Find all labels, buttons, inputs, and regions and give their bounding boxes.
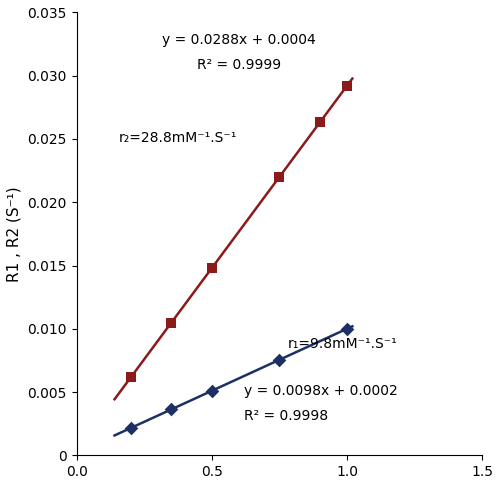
Point: [343, 325, 351, 333]
Point: [343, 82, 351, 90]
Y-axis label: R1 , R2 (S⁻¹): R1 , R2 (S⁻¹): [7, 186, 22, 282]
Text: r₁=9.8mM⁻¹.S⁻¹: r₁=9.8mM⁻¹.S⁻¹: [288, 337, 397, 351]
Point: [127, 424, 135, 432]
Point: [127, 374, 135, 382]
Point: [316, 119, 324, 126]
Text: y = 0.0098x + 0.0002: y = 0.0098x + 0.0002: [244, 383, 398, 398]
Text: r₂=28.8mM⁻¹.S⁻¹: r₂=28.8mM⁻¹.S⁻¹: [118, 131, 237, 144]
Text: y = 0.0288x + 0.0004: y = 0.0288x + 0.0004: [162, 33, 316, 47]
Text: R² = 0.9999: R² = 0.9999: [197, 58, 281, 72]
Point: [168, 319, 175, 327]
Point: [276, 356, 283, 364]
Point: [208, 387, 216, 395]
Text: R² = 0.9998: R² = 0.9998: [244, 409, 328, 423]
Point: [276, 173, 283, 181]
Point: [168, 405, 175, 413]
Point: [208, 264, 216, 272]
